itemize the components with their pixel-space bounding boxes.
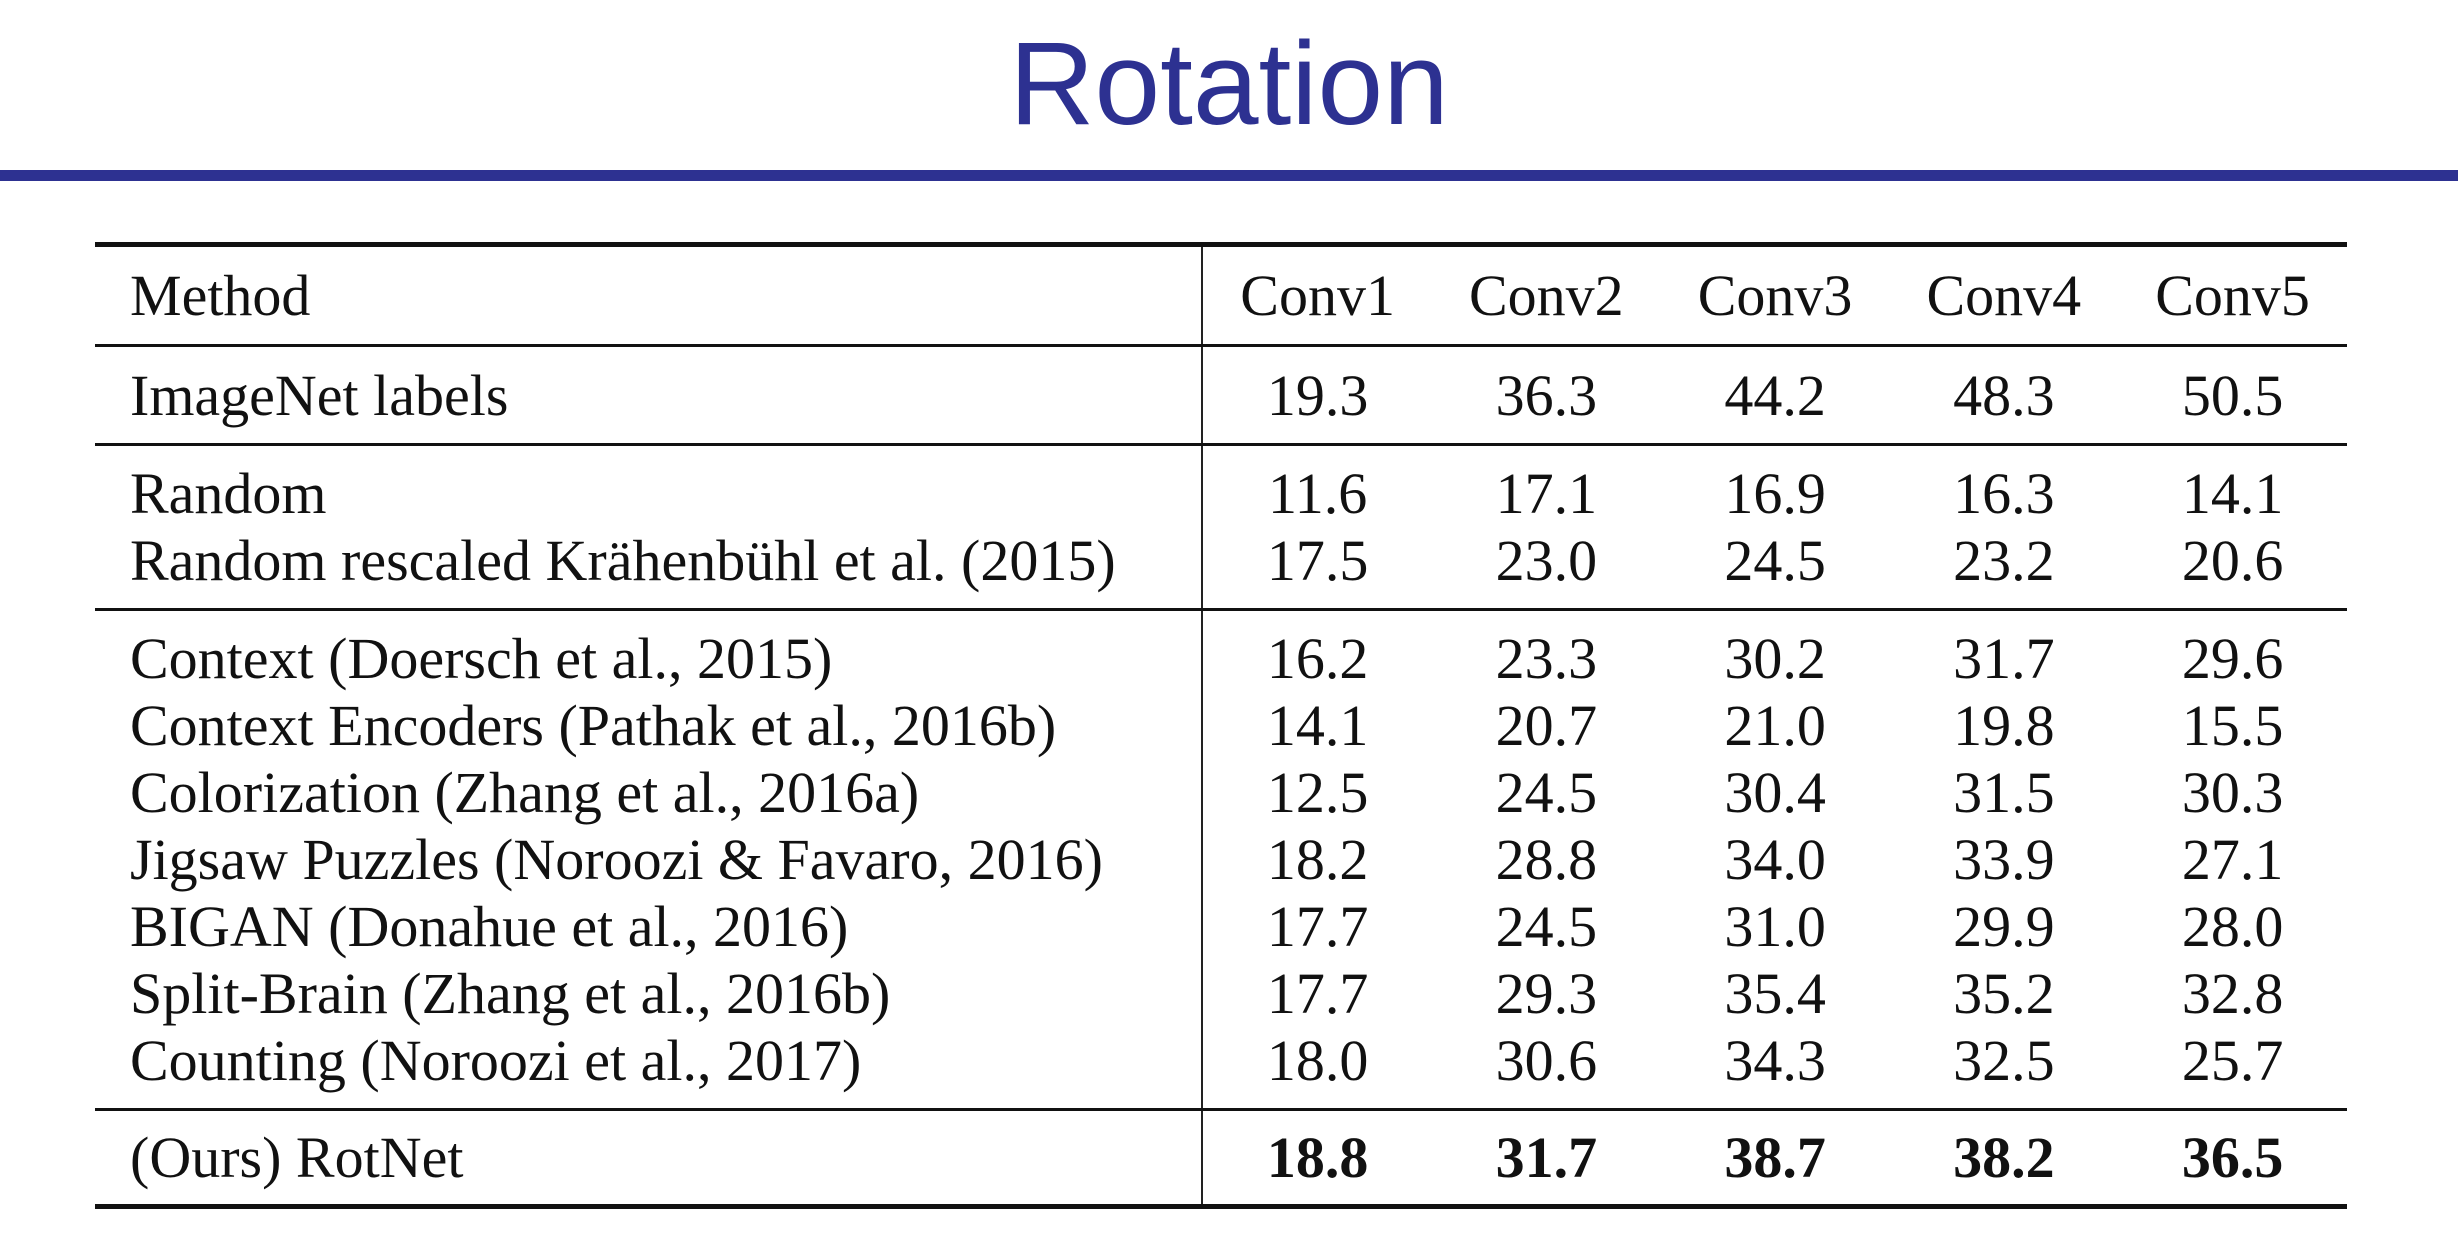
value-cell: 24.5	[1495, 760, 1598, 825]
header-conv2: Conv2	[1431, 242, 1661, 346]
table-row: Random 11.6 17.1 16.9 16.3 14.1	[95, 443, 2347, 527]
method-cell: Jigsaw Puzzles (Noroozi & Favaro, 2016)	[95, 826, 1204, 893]
value-cell: 29.9	[1953, 894, 2055, 959]
method-cell: Random rescaled Krähenbühl et al. (2015)	[95, 527, 1204, 610]
value-cell: 29.6	[2118, 608, 2347, 692]
value-cell: 48.3	[1889, 344, 2119, 445]
table-row: Colorization (Zhang et al., 2016a) 12.5 …	[95, 759, 2347, 826]
table-header-row: Method Conv1 Conv2 Conv3 Conv4 Conv5	[95, 242, 2347, 346]
value-cell: 23.3	[1431, 608, 1661, 692]
value-cell: 36.3	[1431, 344, 1661, 445]
value-cell: 23.0	[1495, 528, 1598, 593]
value-cell: 24.5	[1495, 894, 1598, 959]
value-cell: 36.5	[2118, 1108, 2347, 1209]
value-cell: 44.2	[1660, 344, 1890, 445]
value-cell: 19.3	[1202, 344, 1432, 445]
value-cell: 19.8	[1953, 693, 2055, 758]
method-cell: Context (Doersch et al., 2015)	[95, 608, 1204, 692]
results-table: Method Conv1 Conv2 Conv3 Conv4 Conv5 Ima…	[95, 242, 2347, 1209]
method-cell: Split-Brain (Zhang et al., 2016b)	[95, 960, 1204, 1027]
header-conv1: Conv1	[1202, 242, 1432, 346]
table-row: Counting (Noroozi et al., 2017) 18.0 30.…	[95, 1027, 2347, 1110]
value-cell: 38.2	[1889, 1108, 2119, 1209]
header-conv4: Conv4	[1889, 242, 2119, 346]
value-cell: 17.1	[1431, 443, 1661, 527]
value-cell: 30.6	[1495, 1028, 1598, 1093]
table-row: Split-Brain (Zhang et al., 2016b) 17.7 2…	[95, 960, 2347, 1027]
value-cell: 17.7	[1266, 894, 1369, 959]
value-cell: 30.3	[2181, 760, 2284, 825]
value-cell: 12.5	[1266, 760, 1369, 825]
method-cell: BIGAN (Donahue et al., 2016)	[95, 893, 1204, 960]
method-cell: Counting (Noroozi et al., 2017)	[95, 1027, 1204, 1110]
value-cell: 16.2	[1202, 608, 1432, 692]
value-cell: 21.0	[1724, 693, 1826, 758]
value-cell: 11.6	[1202, 443, 1432, 527]
value-cell: 38.7	[1660, 1108, 1890, 1209]
table-row: Jigsaw Puzzles (Noroozi & Favaro, 2016) …	[95, 826, 2347, 893]
method-cell: ImageNet labels	[95, 344, 1204, 445]
value-cell: 16.3	[1889, 443, 2119, 527]
value-cell: 29.3	[1495, 961, 1598, 1026]
value-cell: 34.3	[1724, 1028, 1826, 1093]
table-row: Context (Doersch et al., 2015) 16.2 23.3…	[95, 608, 2347, 692]
value-cell: 18.0	[1266, 1028, 1369, 1093]
method-cell: (Ours) RotNet	[95, 1108, 1204, 1209]
method-cell: Context Encoders (Pathak et al., 2016b)	[95, 692, 1204, 759]
value-cell: 20.7	[1495, 693, 1598, 758]
method-cell: Colorization (Zhang et al., 2016a)	[95, 759, 1204, 826]
value-cell: 35.2	[1953, 961, 2055, 1026]
title-divider	[0, 170, 2458, 181]
table-row: BIGAN (Donahue et al., 2016) 17.7 24.5 3…	[95, 893, 2347, 960]
value-cell: 23.2	[1953, 528, 2055, 593]
value-cell: 25.7	[2181, 1028, 2284, 1093]
value-cell: 34.0	[1724, 827, 1826, 892]
value-cell: 32.5	[1953, 1028, 2055, 1093]
value-cell: 15.5	[2181, 693, 2284, 758]
value-cell: 31.7	[1889, 608, 2119, 692]
table-row: Random rescaled Krähenbühl et al. (2015)…	[95, 527, 2347, 610]
table-row-ours: (Ours) RotNet 18.8 31.7 38.7 38.2 36.5	[95, 1108, 2347, 1209]
value-cell: 35.4	[1724, 961, 1826, 1026]
table-row: ImageNet labels 19.3 36.3 44.2 48.3 50.5	[95, 344, 2347, 445]
value-cell: 28.8	[1495, 827, 1598, 892]
value-cell: 14.1	[1266, 693, 1369, 758]
value-cell: 30.2	[1660, 608, 1890, 692]
slide-title: Rotation	[1009, 18, 1449, 150]
value-cell: 20.6	[2181, 528, 2284, 593]
header-method: Method	[95, 242, 1204, 346]
value-cell: 28.0	[2181, 894, 2284, 959]
value-cell: 17.5	[1266, 528, 1369, 593]
value-cell: 17.7	[1266, 961, 1369, 1026]
value-cell: 31.7	[1431, 1108, 1661, 1209]
value-cell: 18.8	[1202, 1108, 1432, 1209]
value-cell: 24.5	[1724, 528, 1826, 593]
value-cell: 16.9	[1660, 443, 1890, 527]
value-cell: 50.5	[2118, 344, 2347, 445]
value-cell: 30.4	[1724, 760, 1826, 825]
value-cell: 31.5	[1953, 760, 2055, 825]
header-conv5: Conv5	[2118, 242, 2347, 346]
table-row: Context Encoders (Pathak et al., 2016b) …	[95, 692, 2347, 759]
value-cell: 27.1	[2181, 827, 2284, 892]
header-conv3: Conv3	[1660, 242, 1890, 346]
value-cell: 32.8	[2181, 961, 2284, 1026]
value-cell: 14.1	[2118, 443, 2347, 527]
value-cell: 18.2	[1266, 827, 1369, 892]
value-cell: 31.0	[1724, 894, 1826, 959]
value-cell: 33.9	[1953, 827, 2055, 892]
method-cell: Random	[95, 443, 1204, 527]
